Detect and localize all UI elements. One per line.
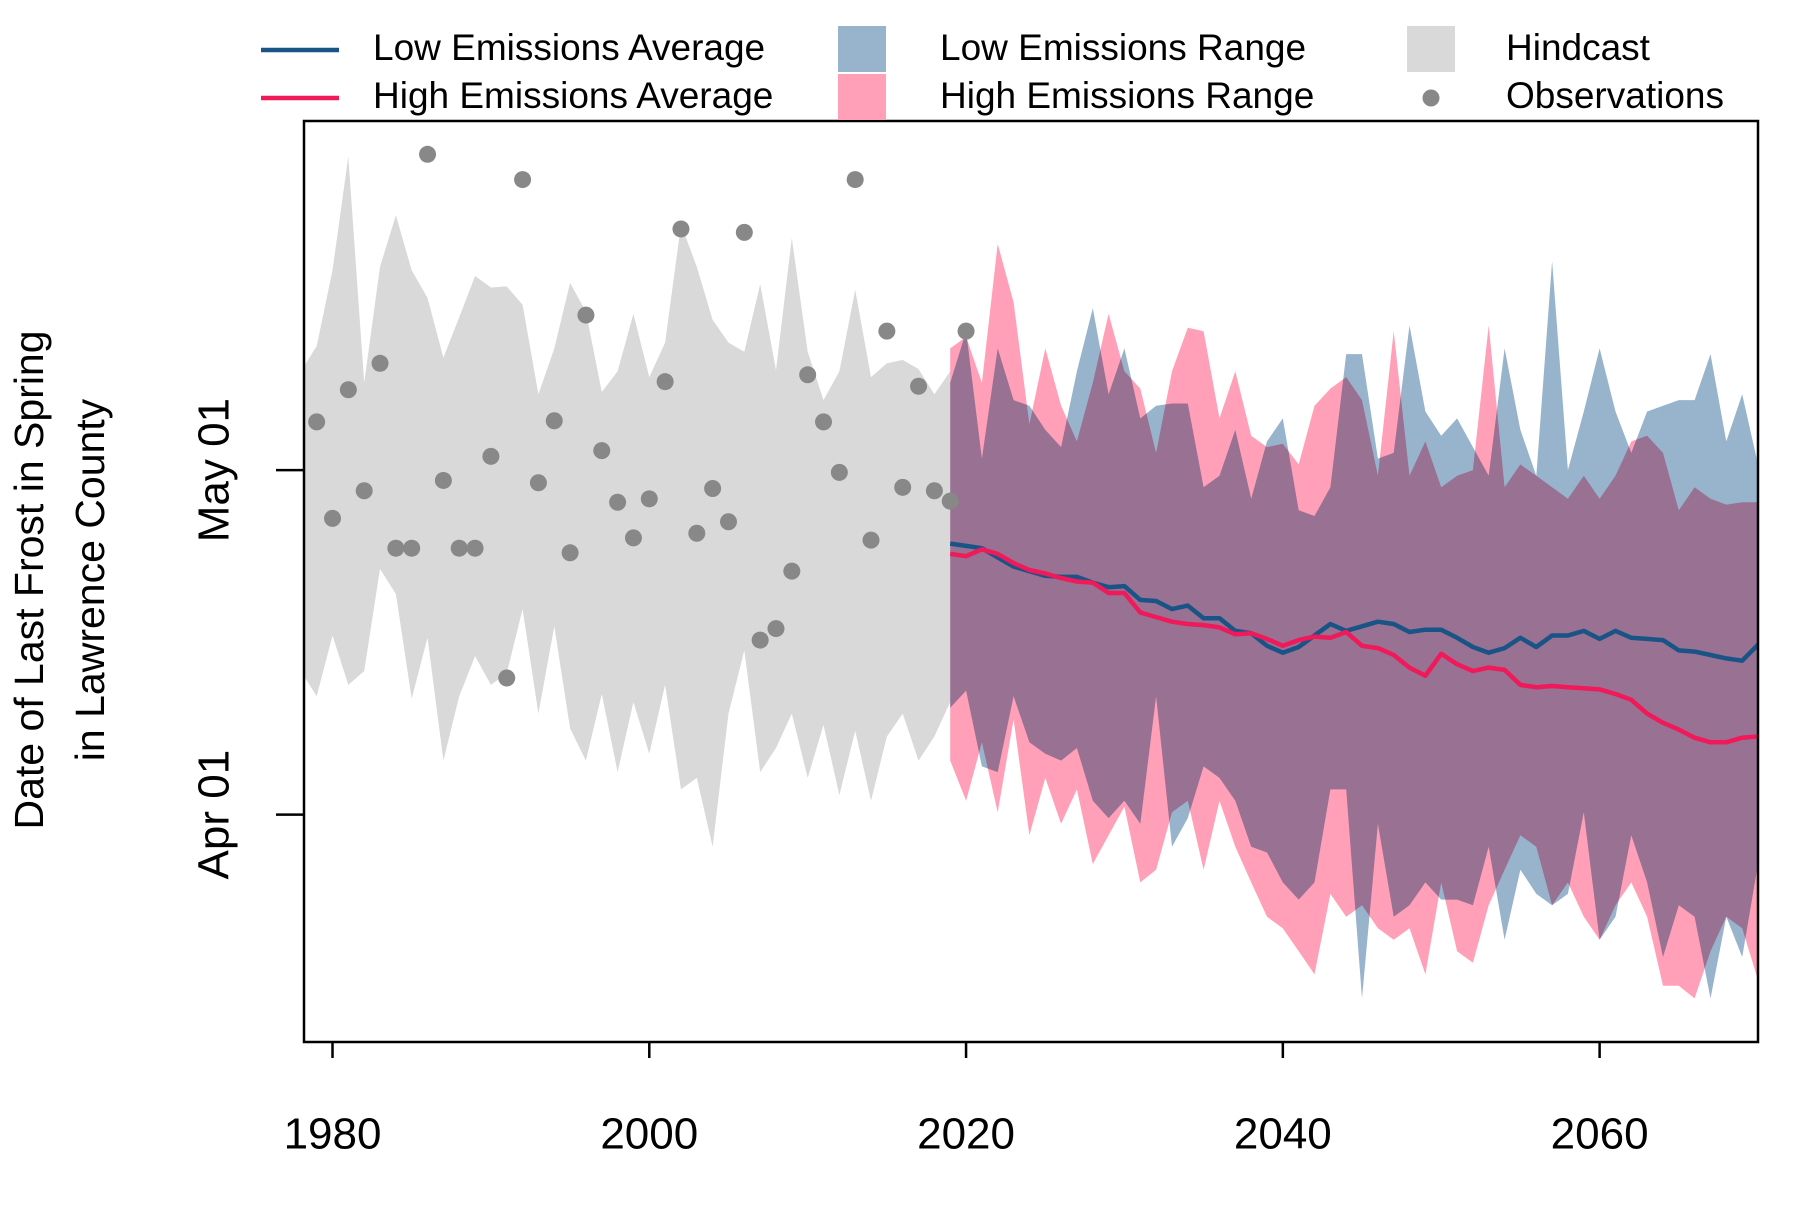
- y-axis-label: in Lawrence County: [67, 398, 113, 761]
- legend-label: Observations: [1506, 75, 1724, 116]
- x-tick-label: 1980: [284, 1110, 382, 1159]
- observation-point: [419, 145, 437, 163]
- observation-point: [308, 413, 326, 431]
- legend-label: Hindcast: [1506, 27, 1651, 68]
- x-tick-label: 2020: [917, 1110, 1015, 1159]
- legend-label: Low Emissions Average: [373, 27, 765, 68]
- legend-label: Low Emissions Range: [940, 27, 1306, 68]
- observation-point: [593, 442, 611, 460]
- observation-point: [925, 482, 943, 500]
- observation-point: [910, 377, 928, 395]
- observation-point: [672, 220, 690, 238]
- legend-swatch: [1407, 26, 1455, 72]
- observation-point: [751, 631, 769, 649]
- observation-point: [434, 471, 452, 489]
- observation-point: [704, 479, 722, 497]
- x-tick-label: 2060: [1551, 1110, 1649, 1159]
- average-line: [949, 541, 1758, 663]
- observation-point: [894, 478, 912, 496]
- legend-swatch: [838, 74, 886, 120]
- y-axis-label: Date of Last Frost in Spring: [6, 330, 52, 829]
- plot-frame: [302, 119, 1760, 1044]
- observation-point: [878, 322, 896, 340]
- observation-point: [355, 482, 373, 500]
- observation-point: [624, 529, 642, 547]
- observation-point: [656, 373, 674, 391]
- legend-label: High Emissions Range: [940, 75, 1314, 116]
- observation-point: [450, 539, 468, 557]
- observation-point: [561, 544, 579, 562]
- x-tick-label: 2040: [1234, 1110, 1332, 1159]
- legend-swatch: [838, 26, 886, 72]
- observation-point: [609, 493, 627, 511]
- observation-point: [529, 474, 547, 492]
- observation-point: [339, 381, 357, 399]
- x-tick-label: 2000: [600, 1110, 698, 1159]
- observation-point: [482, 447, 500, 465]
- y-tick-label: Apr 01: [190, 750, 239, 880]
- observation-point: [783, 562, 801, 580]
- y-tick-label: May 01: [190, 398, 239, 542]
- legend-point: [1422, 89, 1440, 107]
- observation-point: [371, 354, 389, 372]
- observation-point: [640, 490, 658, 508]
- observation-point: [466, 539, 484, 557]
- observation-point: [830, 463, 848, 481]
- observation-point: [498, 669, 516, 687]
- observation-point: [403, 539, 421, 557]
- legend-label: High Emissions Average: [373, 75, 773, 116]
- observation-point: [957, 322, 975, 340]
- range-band: [950, 243, 1758, 999]
- range-band: [304, 156, 951, 847]
- observation-point: [862, 531, 880, 549]
- observation-point: [941, 492, 959, 510]
- observation-point: [767, 620, 785, 638]
- observation-point: [799, 366, 817, 384]
- observation-point: [387, 539, 405, 557]
- observation-point: [514, 171, 532, 189]
- observation-point: [545, 412, 563, 430]
- observation-point: [846, 171, 864, 189]
- observation-point: [577, 306, 595, 324]
- observation-point: [735, 223, 753, 241]
- average-line: [949, 547, 1758, 745]
- plot-area: [304, 145, 1758, 999]
- observation-point: [815, 413, 833, 431]
- observation-point: [324, 509, 342, 527]
- observation-point: [719, 513, 737, 531]
- observation-point: [688, 524, 706, 542]
